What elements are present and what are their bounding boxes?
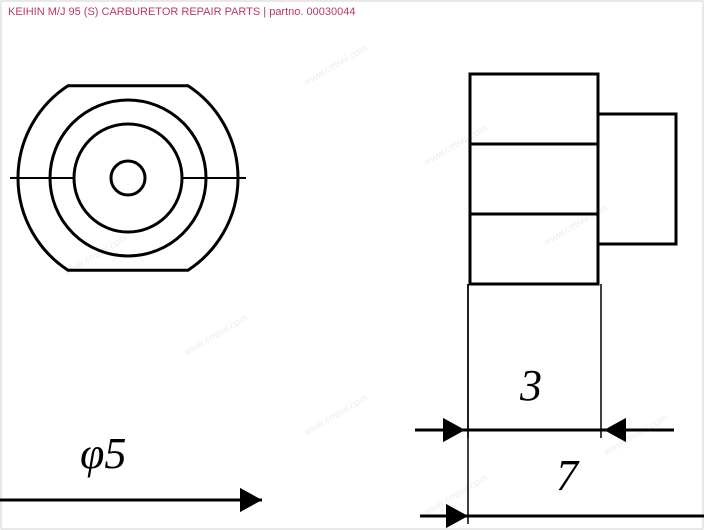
dim-head-label: 3: [520, 360, 542, 411]
front-view: [10, 86, 246, 270]
side-view: [470, 74, 676, 284]
dimension-lines: [0, 284, 704, 528]
dim-diameter-label: φ5: [80, 428, 126, 479]
dim-total-label: 7: [556, 450, 578, 501]
